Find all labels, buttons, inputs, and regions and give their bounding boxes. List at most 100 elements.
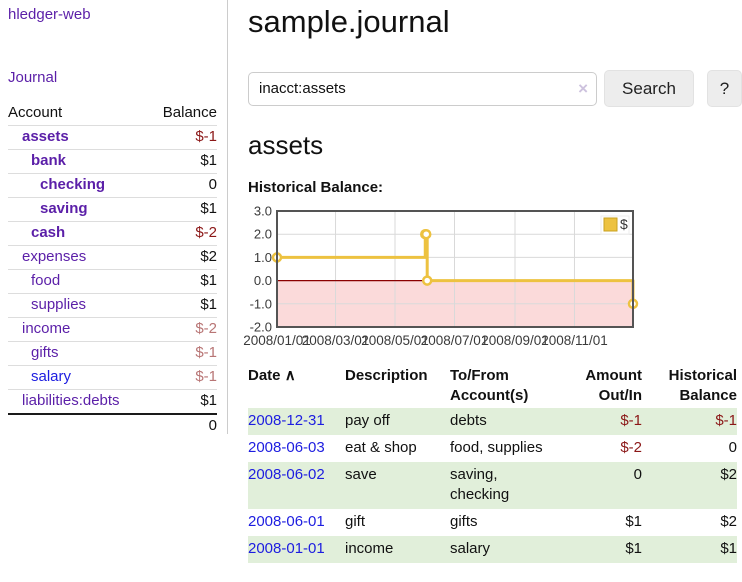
account-link-cash[interactable]: cash	[31, 224, 66, 241]
register-row[interactable]: 2008-06-03 eat & shop food, supplies $-2 0	[248, 435, 737, 462]
transaction-description: eat & shop	[345, 439, 417, 456]
account-row: assets $-1	[8, 125, 217, 150]
help-button[interactable]: ?	[706, 70, 742, 107]
account-row: expenses $2	[8, 245, 217, 270]
transaction-balance: 0	[728, 439, 737, 456]
account-balance: $1	[148, 389, 217, 415]
transaction-balance: $-1	[642, 408, 737, 435]
register-header-accounts: To/From Account(s)	[450, 367, 529, 404]
account-link-bank[interactable]: bank	[31, 152, 67, 169]
account-link-income[interactable]: income	[22, 320, 71, 337]
register-row[interactable]: 2008-01-01 income salary $1 $1	[248, 536, 737, 563]
chart-label: Historical Balance:	[248, 179, 384, 196]
transaction-date-link[interactable]: 2008-12-31	[248, 412, 325, 429]
transaction-accounts: salary	[450, 536, 568, 563]
main-content: sample.journal × Search ? assets Histori…	[243, 0, 742, 563]
register-header-balance: Historical Balance	[668, 367, 737, 404]
svg-text:-1.0: -1.0	[250, 296, 272, 311]
accounts-table: Account Balance assets $-1 bank $1 checking 0…	[8, 102, 217, 438]
transaction-description: pay off	[345, 408, 450, 435]
account-balance: $-1	[148, 341, 217, 366]
sort-asc-icon: ∧	[284, 367, 296, 384]
register-header-description: Description	[345, 367, 428, 384]
register-row[interactable]: 2008-06-02 save saving, checking 0 $2	[248, 462, 737, 509]
transaction-date-link[interactable]: 2008-06-01	[248, 513, 325, 530]
svg-text:1.0: 1.0	[254, 250, 272, 265]
account-link-expenses[interactable]: expenses	[22, 248, 87, 265]
historical-balance-chart[interactable]: $3.0 2.0 1.0 0.0 -1.0 -2.0 2008/01/01 2008/03/0…	[243, 204, 640, 351]
clear-search-icon[interactable]: ×	[578, 78, 589, 98]
svg-text:2008/03/01: 2008/03/01	[302, 333, 370, 348]
transaction-balance: $2	[642, 462, 737, 509]
svg-text:2008/11/01: 2008/11/01	[541, 333, 608, 348]
accounts-header-account: Account	[8, 102, 149, 126]
account-row: cash $-2	[8, 221, 217, 246]
account-row: bank $1	[8, 149, 217, 174]
svg-text:2.0: 2.0	[254, 227, 272, 242]
account-link-food[interactable]: food	[31, 272, 61, 289]
account-balance: $1	[148, 293, 217, 318]
register-row[interactable]: 2008-06-01 gift gifts $1 $2	[248, 509, 737, 536]
account-link-supplies[interactable]: supplies	[31, 296, 87, 313]
transaction-accounts: food, supplies	[450, 439, 543, 456]
account-balance: $1	[148, 197, 217, 222]
transaction-date-link[interactable]: 2008-06-02	[248, 466, 325, 483]
account-link-assets[interactable]: assets	[22, 128, 69, 145]
account-row: food $1	[8, 269, 217, 294]
account-balance: $-1	[148, 365, 217, 390]
svg-text:2008/01/01: 2008/01/01	[243, 333, 311, 348]
account-balance: 0	[148, 173, 217, 198]
account-balance: $-2	[148, 317, 217, 342]
transaction-accounts: debts	[450, 408, 568, 435]
transaction-balance: $2	[720, 513, 737, 530]
chart-legend-label: $	[620, 216, 628, 232]
account-row: saving $1	[8, 197, 217, 222]
transaction-balance: $1	[642, 536, 737, 563]
register-header-amount: Amount Out/In	[585, 367, 642, 404]
account-row: gifts $-1	[8, 341, 217, 366]
svg-text:0.0: 0.0	[254, 273, 272, 288]
svg-text:2008/07/01: 2008/07/01	[421, 333, 489, 348]
search-button[interactable]: Search	[604, 70, 694, 107]
account-balance: $2	[148, 245, 217, 270]
account-link-saving[interactable]: saving	[40, 200, 88, 217]
svg-text:2008/05/01: 2008/05/01	[361, 333, 429, 348]
account-link-liabilities-debts[interactable]: liabilities:debts	[22, 392, 120, 409]
account-link-checking[interactable]: checking	[40, 176, 106, 193]
register-header-date[interactable]: Date ∧	[248, 367, 296, 384]
sidebar-item-journal[interactable]: Journal	[8, 69, 58, 86]
transaction-amount: 0	[568, 462, 642, 509]
account-row: liabilities:debts $1	[8, 389, 217, 415]
app-brand-link[interactable]: hledger-web	[8, 6, 91, 23]
transaction-amount: $-2	[620, 439, 642, 456]
search-form: × Search ?	[248, 70, 742, 107]
register-row[interactable]: 2008-12-31 pay off debts $-1 $-1	[248, 408, 737, 435]
transaction-date-link[interactable]: 2008-06-03	[248, 439, 325, 456]
transaction-date-link[interactable]: 2008-01-01	[248, 540, 325, 557]
account-row: checking 0	[8, 173, 217, 198]
account-balance: $-2	[148, 221, 217, 246]
search-input[interactable]	[248, 71, 598, 106]
transaction-description: income	[345, 536, 450, 563]
account-link-gifts[interactable]: gifts	[31, 344, 59, 361]
transaction-amount: $1	[625, 513, 642, 530]
transaction-accounts: saving, checking	[450, 462, 568, 509]
svg-text:2008/09/01: 2008/09/01	[481, 333, 549, 348]
account-balance: $1	[148, 269, 217, 294]
sidebar: hledger-web Journal Account Balance asse…	[0, 0, 228, 438]
accounts-header-balance: Balance	[148, 102, 217, 126]
accounts-total-row: 0	[8, 413, 217, 438]
transaction-amount: $1	[568, 536, 642, 563]
svg-text:-2.0: -2.0	[250, 320, 272, 335]
transaction-accounts: gifts	[450, 513, 478, 530]
account-row: salary $-1	[8, 365, 217, 390]
account-link-salary[interactable]: salary	[31, 368, 72, 385]
transaction-description: gift	[345, 513, 366, 530]
account-balance: $-1	[148, 125, 217, 150]
account-row: supplies $1	[8, 293, 217, 318]
chart-canvas: $3.0 2.0 1.0 0.0 -1.0 -2.02008/01/012008/03/0…	[243, 204, 639, 348]
page-title: sample.journal	[248, 4, 450, 39]
svg-text:3.0: 3.0	[254, 204, 272, 219]
register-table: Date ∧ Description To/From Account(s) Am…	[248, 364, 737, 563]
accounts-total: 0	[148, 413, 217, 438]
